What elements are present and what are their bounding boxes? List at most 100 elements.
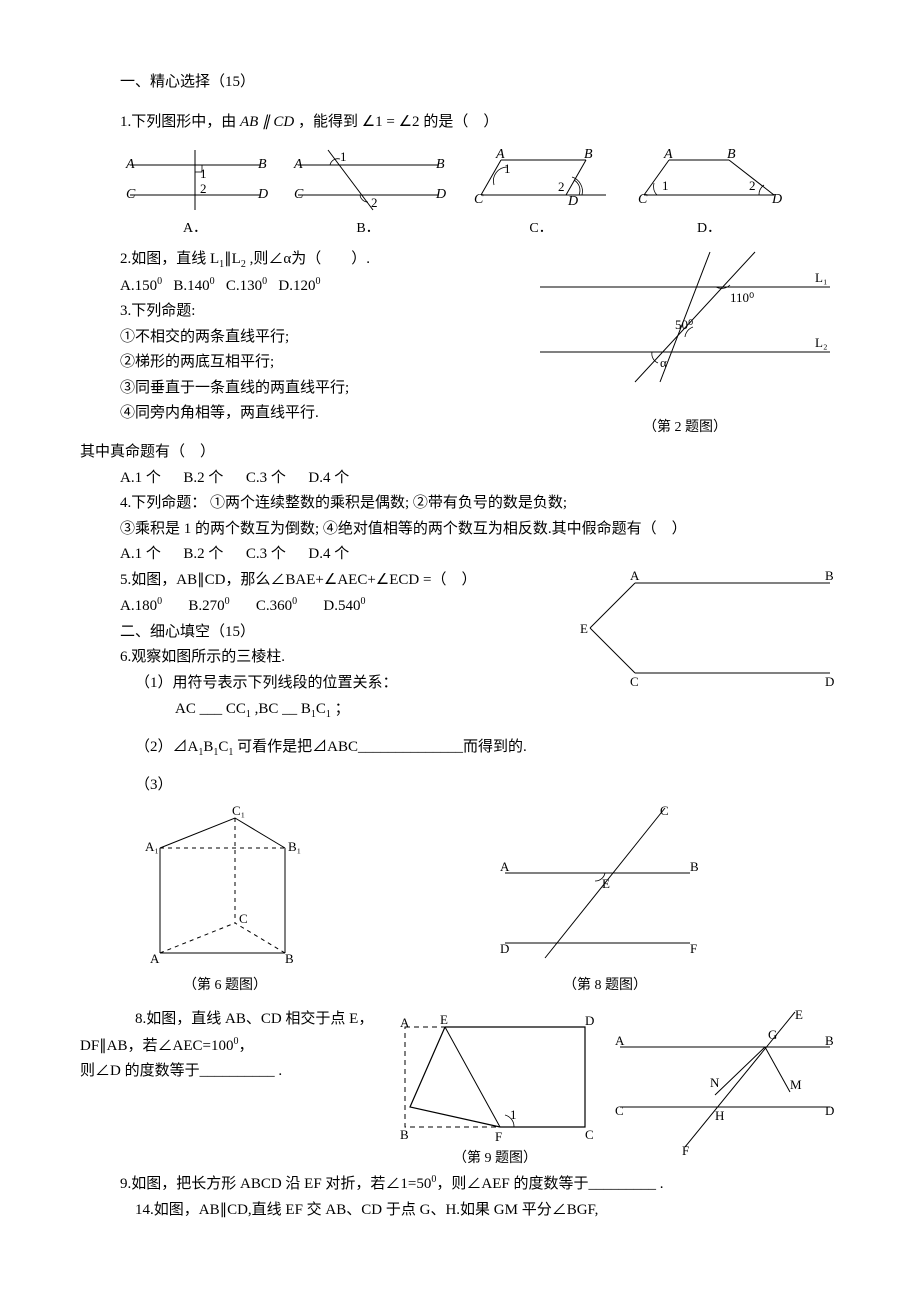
q6-figure: A₁ B₁ C₁ A B C （第 6 题图） <box>140 803 310 998</box>
q3-p4: ④同旁内角相等，两直线平行. <box>120 401 530 427</box>
svg-text:D: D <box>585 1013 594 1028</box>
svg-text:F: F <box>690 941 697 956</box>
q5-text: 5.如图，AB∥CD，那么∠BAE+∠AEC+∠ECD =（ ） <box>120 568 580 594</box>
svg-text:B: B <box>436 157 445 172</box>
q14-figure: A B C D E F G H M N <box>610 1007 840 1167</box>
q8-line3: 则∠D 的度数等于__________ . <box>80 1059 380 1085</box>
q8-figure: A B C D E F （第 8 题图） <box>490 803 720 998</box>
svg-text:B: B <box>258 157 267 172</box>
svg-text:A: A <box>400 1015 410 1030</box>
svg-text:C: C <box>294 187 304 202</box>
svg-text:1: 1 <box>340 149 347 164</box>
q3-head: 3.下列命题: <box>120 299 530 325</box>
q1-d-label: D． <box>634 217 784 241</box>
q6-p1: （1）用符号表示下列线段的位置关系： <box>135 671 580 697</box>
q6-p3: （3） <box>135 773 840 799</box>
q2-q3-block: 2.如图，直线 L1∥L2 ,则∠α为（ ）. A.1500 B.1400 C.… <box>80 247 840 440</box>
svg-text:N: N <box>710 1075 720 1090</box>
q4-line2: ③乘积是 1 的两个数互为倒数; ④绝对值相等的两个数互为相反数.其中假命题有（… <box>120 517 840 543</box>
svg-text:B₁: B₁ <box>288 839 301 854</box>
svg-text:L₂: L₂ <box>815 335 827 350</box>
svg-text:D: D <box>500 941 509 956</box>
q1-mid: ，能得到 <box>298 114 358 130</box>
svg-text:2: 2 <box>558 179 565 194</box>
svg-text:B: B <box>400 1127 409 1142</box>
svg-text:D: D <box>825 674 834 689</box>
svg-text:2: 2 <box>749 178 756 193</box>
q1-opt-c: A B C D 1 2 C． <box>466 145 616 241</box>
svg-text:D: D <box>567 194 578 209</box>
q1-expr1: AB ∥ CD <box>240 114 294 130</box>
q8-caption: （第 8 题图） <box>490 974 720 998</box>
svg-text:B: B <box>727 147 736 162</box>
q1-opt-a: A B C D 1 2 A． <box>120 145 270 241</box>
svg-text:D: D <box>825 1103 834 1118</box>
q1-c-label: C． <box>466 217 616 241</box>
svg-text:D: D <box>771 192 782 207</box>
q6-q8-figures: A₁ B₁ C₁ A B C （第 6 题图） A B C D E F （第 8… <box>140 803 840 998</box>
svg-text:B: B <box>285 951 294 966</box>
q1-expr2: ∠1 = ∠2 <box>362 114 420 130</box>
q2-caption: （第 2 题图） <box>530 416 840 440</box>
svg-text:B: B <box>825 568 834 583</box>
q1-figures: A B C D 1 2 A． A B C D 1 2 B． <box>120 145 840 241</box>
q4-line1: 4.下列命题： ①两个连续整数的乘积是偶数; ②带有负号的数是负数; <box>120 491 840 517</box>
svg-text:A: A <box>663 147 673 162</box>
q5-options: A.1800 B.2700 C.3600 D.5400 <box>120 593 580 620</box>
svg-text:E: E <box>580 621 588 636</box>
q1-post: 的是（ ） <box>423 114 498 130</box>
svg-text:A: A <box>150 951 160 966</box>
q6-caption: （第 6 题图） <box>140 974 310 998</box>
q6-p2: （2）⊿A1B1C1 可看作是把⊿ABC______________而得到的. <box>135 735 840 761</box>
q14-text: 14.如图，AB∥CD,直线 EF 交 AB、CD 于点 G、H.如果 GM 平… <box>135 1198 840 1224</box>
q2-figure: L₁ L₂ 110⁰ 50⁰ α （第 2 题图） <box>530 247 840 440</box>
svg-text:A: A <box>495 147 505 162</box>
svg-text:D: D <box>435 187 446 202</box>
svg-text:C: C <box>615 1103 624 1118</box>
svg-text:A: A <box>615 1033 625 1048</box>
svg-text:B: B <box>584 147 593 162</box>
svg-text:1: 1 <box>504 161 511 176</box>
svg-text:C: C <box>630 674 639 689</box>
svg-text:A: A <box>293 157 303 172</box>
svg-text:D: D <box>257 187 268 202</box>
svg-text:A₁: A₁ <box>145 839 159 854</box>
q1-b-label: B． <box>288 217 448 241</box>
svg-text:C₁: C₁ <box>232 803 245 818</box>
q2-line1: 2.如图，直线 L1∥L2 ,则∠α为（ ）. <box>120 247 530 273</box>
svg-text:50⁰: 50⁰ <box>675 317 693 332</box>
svg-text:M: M <box>790 1077 802 1092</box>
q1-pre: 1.下列图形中，由 <box>120 114 236 130</box>
q1-opt-d: A B C D 1 2 D． <box>634 145 784 241</box>
q5-block: 5.如图，AB∥CD，那么∠BAE+∠AEC+∠ECD =（ ） A.1800 … <box>80 568 840 698</box>
q4-options: A.1 个 B.2 个 C.3 个 D.4 个 <box>120 542 840 568</box>
svg-text:E: E <box>440 1012 448 1027</box>
svg-text:α: α <box>660 355 667 370</box>
svg-text:A: A <box>630 568 640 583</box>
svg-text:C: C <box>638 192 648 207</box>
q3-tail: 其中真命题有（ ） <box>80 440 840 466</box>
svg-text:H: H <box>715 1108 724 1123</box>
svg-text:2: 2 <box>200 181 207 196</box>
section1-title: 一、精心选择（15） <box>120 70 840 96</box>
svg-text:C: C <box>585 1127 594 1142</box>
q6-head: 6.观察如图所示的三棱柱. <box>120 645 580 671</box>
svg-text:C: C <box>126 187 136 202</box>
q3-p3: ③同垂直于一条直线的两直线平行; <box>120 376 530 402</box>
q2-options: A.1500 B.1400 C.1300 D.1200 <box>120 273 530 300</box>
q8-q9-q14-row: 8.如图，直线 AB、CD 相交于点 E， DF∥AB，若∠AEC=1000， … <box>80 1007 840 1171</box>
svg-text:C: C <box>474 192 484 207</box>
svg-text:B: B <box>825 1033 834 1048</box>
q1-a-label: A． <box>120 217 270 241</box>
q3-p2: ②梯形的两底互相平行; <box>120 350 530 376</box>
svg-text:F: F <box>495 1129 502 1144</box>
svg-text:E: E <box>602 876 610 891</box>
q5-figure: A B C D E <box>580 568 840 698</box>
svg-text:B: B <box>690 859 699 874</box>
q3-p1: ①不相交的两条直线平行; <box>120 325 530 351</box>
svg-text:F: F <box>682 1143 689 1158</box>
q3-options: A.1 个 B.2 个 C.3 个 D.4 个 <box>120 466 840 492</box>
section2-title: 二、细心填空（15） <box>120 620 580 646</box>
q6-p1b: AC ___ CC1 ,BC __ B1C1 ； <box>175 697 840 723</box>
svg-text:G: G <box>768 1027 777 1042</box>
